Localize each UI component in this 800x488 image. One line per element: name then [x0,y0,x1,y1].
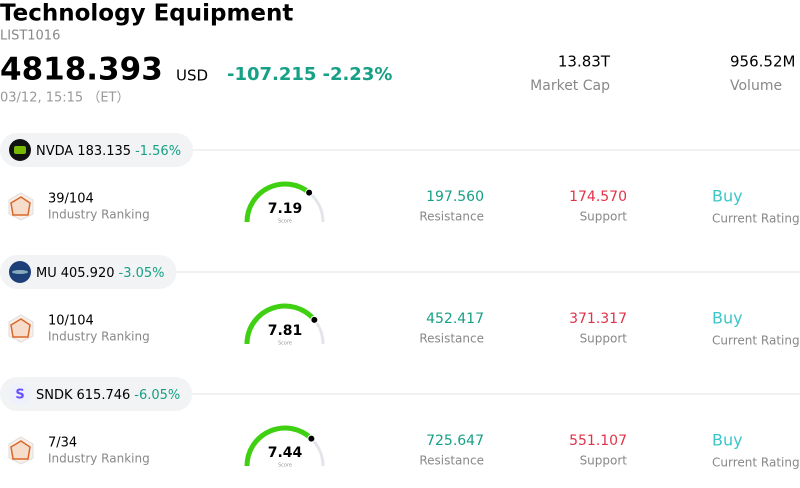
rating-label: Current Rating [712,212,800,226]
change: -107.215 [227,64,316,85]
score: 7.44 [268,445,303,461]
ticker: MU [36,266,57,281]
resistance: 725.647 [426,433,484,449]
resistance-label: Resistance [419,210,484,224]
support: 371.317 [569,311,627,327]
title: Technology Equipment [0,1,293,27]
gauge-fill [244,425,314,467]
support: 551.107 [569,433,627,449]
stock-quote: NVDA 183.135 -1.56% [36,144,181,159]
stock-price: 405.920 [61,266,115,281]
volume: 956.52M [730,53,795,71]
score: 7.19 [268,201,303,217]
ticker: SNDK [36,388,73,403]
rank: 39/104 [48,192,94,207]
resistance: 452.417 [426,311,484,327]
logo-text: S [15,388,24,403]
datetime: 03/12, 15:15 （ET） [0,91,129,106]
rating-label: Current Rating [712,456,800,470]
rating-label: Current Rating [712,334,800,348]
support-label: Support [580,210,628,224]
stock-price: 183.135 [77,144,131,159]
rank-label: Industry Ranking [48,330,150,344]
resistance: 197.560 [426,189,484,205]
resistance-label: Resistance [419,332,484,346]
ticker: NVDA [36,144,73,159]
currency: USD [176,67,208,85]
stock-change: -3.05% [119,266,165,281]
logo-mark [12,270,28,274]
gauge-dot [305,188,314,197]
support-label: Support [580,332,628,346]
rank-icon-shape [10,196,31,216]
rank-icon-shape [10,318,31,338]
stock-pill [0,255,177,289]
list-code: LIST1016 [0,29,60,44]
stock-pill [0,377,193,411]
stock-pill [0,133,194,167]
stock-quote: MU 405.920 -3.05% [36,266,165,281]
index-price: 4818.393 [0,52,163,88]
logo-mark [14,146,26,154]
stock-change: -6.05% [134,388,180,403]
stock-price: 615.746 [77,388,131,403]
gauge-dot [307,434,316,443]
rank-label: Industry Ranking [48,208,150,222]
change-pct: -2.23% [322,64,392,85]
score-label: Score [278,341,292,347]
rank: 10/104 [48,314,94,329]
volume-label: Volume [730,78,782,94]
score: 7.81 [268,323,303,339]
gauge-dot [310,315,319,324]
rank-icon-shape [10,440,31,460]
resistance-label: Resistance [419,454,484,468]
stock-change: -1.56% [135,144,181,159]
gauge-fill [244,181,311,223]
rating: Buy [712,187,743,206]
market-cap: 13.83T [558,53,611,71]
support-label: Support [580,454,628,468]
stock-quote: SNDK 615.746 -6.05% [36,388,180,403]
support: 174.570 [569,189,627,205]
rank-label: Industry Ranking [48,452,150,466]
stock-logo [9,383,31,405]
market-cap-label: Market Cap [530,78,610,94]
rating: Buy [712,431,743,450]
rank: 7/34 [48,436,77,451]
rating: Buy [712,309,743,328]
index-change: -107.215 -2.23% [227,64,392,85]
score-label: Score [278,463,292,469]
score-label: Score [278,219,292,225]
gauge-fill [244,303,317,345]
